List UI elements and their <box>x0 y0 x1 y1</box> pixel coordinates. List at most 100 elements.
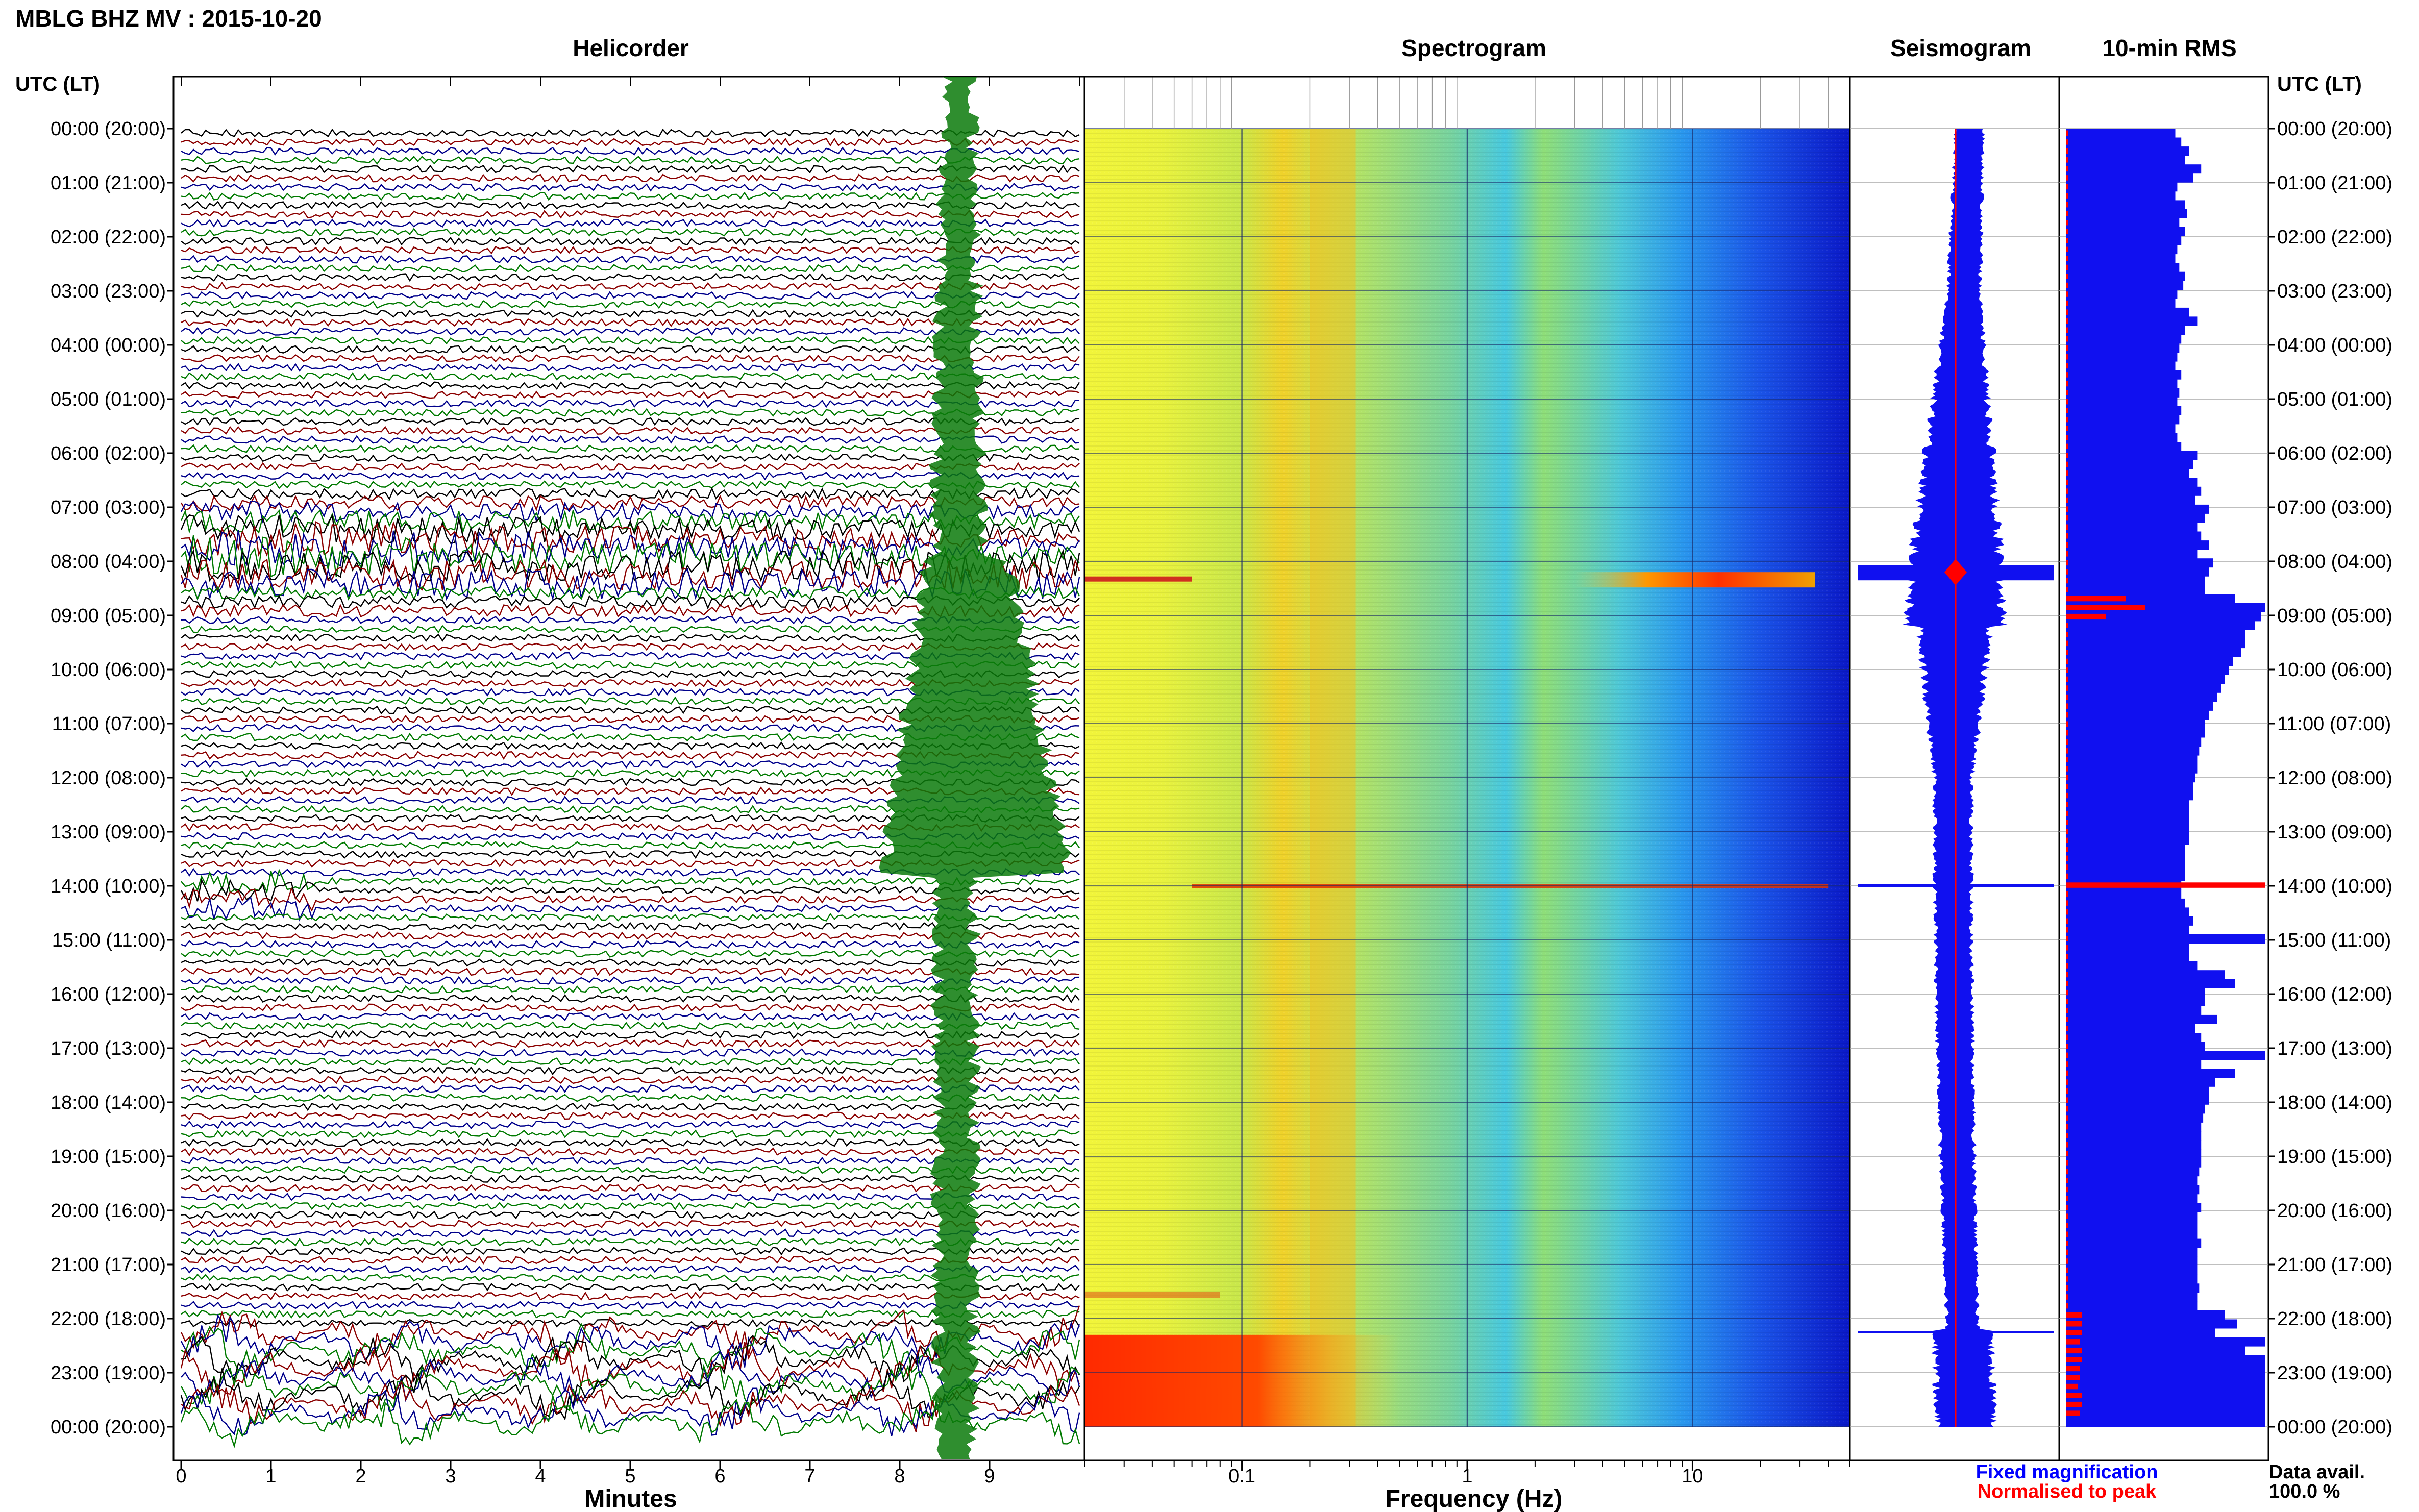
spectrogram-panel <box>1083 76 1851 1467</box>
helicorder-trace <box>180 878 1080 902</box>
spectral-event <box>1084 1292 1220 1298</box>
helicorder-trace <box>181 371 1080 381</box>
rms-bar <box>2066 764 2198 774</box>
rms-bar <box>2066 164 2202 174</box>
rms-normalised-bar <box>2066 1097 2068 1103</box>
rms-normalised-bar <box>2066 945 2068 951</box>
rms-normalised-bar <box>2066 515 2068 521</box>
rms-bar <box>2066 1203 2202 1212</box>
utc-tick-label: 00:00 (20:00) <box>51 118 166 140</box>
rms-normalised-bar <box>2066 757 2068 763</box>
helicorder-trace <box>180 1313 1080 1368</box>
rms-bar <box>2066 406 2182 415</box>
rms-normalised-bar <box>2066 148 2068 154</box>
helicorder-trace <box>181 1021 1080 1030</box>
utc-tick-label: 07:00 (03:00) <box>51 497 166 518</box>
rms-normalised-bar <box>2066 1383 2078 1390</box>
rms-normalised-bar <box>2066 1007 2068 1013</box>
rms-normalised-bar <box>2066 1357 2082 1362</box>
rms-bar <box>2066 1391 2265 1400</box>
rms-normalised-bar <box>2066 291 2068 297</box>
helicorder-trace <box>181 1012 1080 1022</box>
helicorder-trace <box>180 549 1080 582</box>
utc-tick-label: 13:00 (09:00) <box>51 822 166 843</box>
rms-normalised-bar <box>2066 640 2068 647</box>
rms-bar <box>2066 970 2225 980</box>
rms-normalised-bar <box>2066 855 2068 861</box>
spectrogram-title: Spectrogram <box>1401 35 1546 61</box>
rms-bar <box>2066 1283 2200 1293</box>
helicorder-trace <box>181 912 1080 922</box>
rms-bar <box>2066 271 2185 281</box>
rms-bar <box>2066 245 2178 255</box>
utc-tick-label: 12:00 (08:00) <box>2277 767 2392 789</box>
helicorder-trace <box>181 896 1080 922</box>
rms-bar <box>2066 424 2176 433</box>
x-tick-label: 10 <box>1682 1466 1703 1487</box>
helicorder-trace <box>181 1309 1080 1319</box>
rms-normalised-bar <box>2066 399 2068 405</box>
rms-bar <box>2066 827 2189 836</box>
rms-normalised-bar <box>2066 426 2068 431</box>
helicorder-xlabel: Minutes <box>584 1485 677 1512</box>
rms-bar <box>2066 854 2185 863</box>
utc-tick-label: 22:00 (18:00) <box>51 1308 166 1330</box>
rms-normalised-bar <box>2066 1410 2080 1416</box>
helicorder-trace <box>181 1084 1080 1094</box>
rms-normalised-bar <box>2066 1034 2068 1040</box>
utc-tick-label: 12:00 (08:00) <box>51 767 166 789</box>
rms-normalised-bar <box>2066 1330 2082 1335</box>
rms-bar <box>2066 352 2178 362</box>
helicorder-traces <box>180 77 1080 1459</box>
utc-tick-label: 04:00 (00:00) <box>2277 335 2392 356</box>
rms-bar <box>2066 710 2209 720</box>
rms-bar <box>2066 460 2193 469</box>
helicorder-trace <box>181 444 1080 454</box>
rms-normalised-bar <box>2066 193 2068 199</box>
utc-tick-label: 21:00 (17:00) <box>51 1254 166 1276</box>
rms-normalised-bar <box>2066 784 2068 789</box>
rms-bar <box>2066 1274 2198 1284</box>
helicorder-trace <box>181 1219 1080 1228</box>
rms-bar <box>2066 1069 2235 1078</box>
utc-tick-label: 11:00 (07:00) <box>2277 713 2391 735</box>
rms-bar <box>2066 1149 2202 1159</box>
rms-bar <box>2066 943 2189 953</box>
rms-bar <box>2066 1131 2202 1141</box>
rms-normalised-bar <box>2066 1106 2068 1112</box>
rms-normalised-bar <box>2066 184 2068 190</box>
rms-bar <box>2066 486 2202 496</box>
rms-normalised-bar <box>2066 363 2068 369</box>
rms-normalised-bar <box>2066 229 2068 234</box>
utc-tick-label: 08:00 (04:00) <box>2277 551 2392 573</box>
rms-normalised-bar <box>2066 1160 2068 1166</box>
rms-bar <box>2066 585 2205 594</box>
rms-normalised-bar <box>2066 166 2068 172</box>
rms-normalised-bar <box>2066 882 2265 888</box>
rms-normalised-bar <box>2066 1196 2068 1201</box>
rms-normalised-bar <box>2066 1348 2082 1354</box>
rms-normalised-bar <box>2066 1312 2082 1318</box>
x-tick-label: 8 <box>894 1466 905 1487</box>
helicorder-trace <box>181 994 1080 1004</box>
spectrogram-x-axis: 0.1 1 10 <box>1228 1460 1704 1487</box>
rms-bar <box>2066 657 2233 666</box>
helicorder-trace <box>181 191 1080 201</box>
rms-normalised-bar <box>2066 381 2068 387</box>
helicorder-trace <box>180 1342 1080 1395</box>
rms-normalised-bar <box>2066 560 2068 566</box>
rms-bar <box>2066 513 2205 523</box>
rms-normalised-bar <box>2066 632 2068 637</box>
rms-normalised-bar <box>2066 157 2068 163</box>
x-tick-label: 4 <box>535 1466 546 1487</box>
rms-bar <box>2066 934 2265 944</box>
utc-tick-label: 01:00 (21:00) <box>2277 172 2392 194</box>
rms-bar <box>2066 665 2229 675</box>
rms-normalised-bar <box>2066 802 2068 807</box>
utc-tick-label: 00:00 (20:00) <box>2277 1417 2392 1438</box>
rms-normalised-bar <box>2066 551 2068 557</box>
x-tick-label: 0.1 <box>1228 1466 1255 1487</box>
utc-tick-label: 09:00 (05:00) <box>51 605 166 627</box>
helicorder-trace <box>181 1120 1080 1129</box>
helicorder-trace <box>180 1305 1080 1360</box>
